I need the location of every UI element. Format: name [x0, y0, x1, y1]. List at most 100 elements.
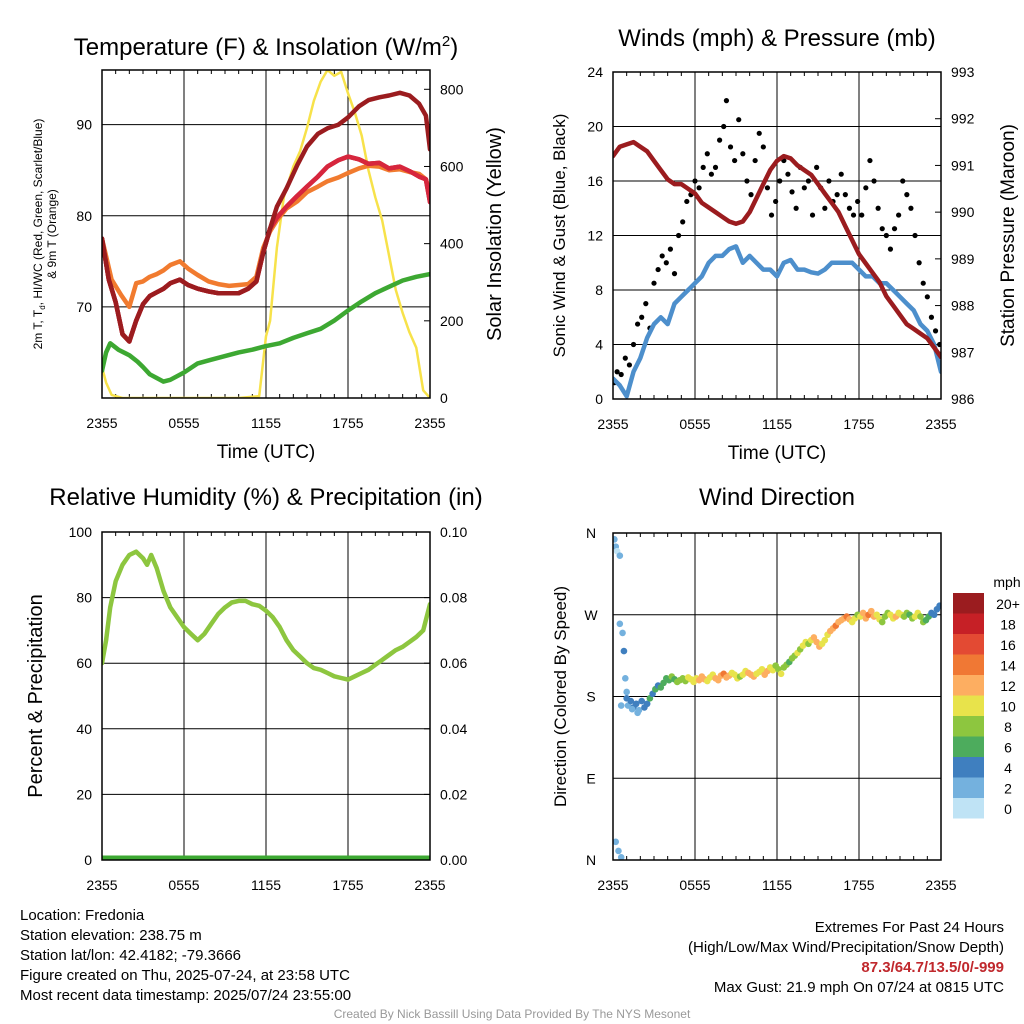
- y2-tick-label: 0.00: [440, 852, 467, 868]
- gust-point: [639, 314, 645, 320]
- direction-point: [936, 602, 941, 609]
- gust-point: [760, 144, 766, 150]
- y2-tick-label: 200: [440, 313, 464, 329]
- y2-tick-label: 0.10: [440, 524, 467, 540]
- y2-tick-label: 992: [951, 111, 975, 127]
- gust-point: [740, 151, 746, 157]
- panel-wind: Winds (mph) & Pressure (mb) 2355 0555 1155 1…: [550, 25, 1019, 464]
- y-tick-label: 0: [84, 852, 92, 868]
- panel-rh: Relative Humidity (%) & Precipitation (i…: [25, 484, 483, 893]
- max-gust-text: Max Gust: 21.9 mph On 07/24 at 0815 UTC: [713, 979, 1004, 996]
- x-axis-label: Time (UTC): [217, 442, 316, 463]
- y-tick-label: W: [584, 607, 598, 623]
- chart-title: Wind Direction: [699, 484, 855, 511]
- y-axis-label: 2m T, Td, HI/WC (Red, Green, Scarlet/Blu…: [31, 119, 47, 350]
- gust-point: [932, 328, 939, 334]
- chart-title: Winds (mph) & Pressure (mb): [618, 25, 935, 52]
- direction-point: [638, 697, 645, 705]
- series-line: [102, 271, 430, 384]
- direction-point: [634, 709, 641, 717]
- y-tick-label: 40: [76, 721, 92, 737]
- series-line: [102, 90, 430, 344]
- gust-point: [801, 185, 807, 191]
- x-tick-label: 2355: [414, 415, 445, 431]
- gust-point: [908, 205, 914, 211]
- legend-label: 16: [1000, 637, 1016, 653]
- series-line: [613, 139, 941, 360]
- gust-point: [805, 178, 812, 184]
- meteogram-figure: Temperature (F) & Insolation (W/m2) 2355 0…: [25, 25, 1021, 893]
- y-tick-label: 8: [595, 282, 603, 298]
- gust-point: [663, 260, 669, 266]
- plot-frame: [612, 71, 942, 400]
- plot-area: [613, 98, 941, 399]
- y2-tick-label: 0: [440, 390, 448, 406]
- station-info: Location: Fredonia Station elevation: 23…: [20, 906, 351, 1006]
- legend-swatch: [953, 675, 984, 696]
- gust-point: [924, 294, 930, 300]
- direction-point: [628, 705, 636, 713]
- y2-tick-label: 400: [440, 236, 464, 252]
- y2-axis-label: Station Pressure (Maroon): [998, 124, 1019, 347]
- gust-point: [777, 178, 783, 184]
- x-tick-label: 1155: [251, 415, 281, 431]
- gust-point: [732, 157, 738, 164]
- created-text: Figure created on Thu, 2025-07-24, at 23…: [20, 967, 350, 984]
- direction-point: [617, 702, 625, 709]
- x-tick-label: 0555: [679, 416, 710, 432]
- x-tick-label: 1755: [332, 415, 363, 431]
- y-tick-label: 0: [595, 391, 603, 407]
- legend-label: 2: [1004, 781, 1012, 797]
- y-axis-label: Sonic Wind & Gust (Blue, Black): [550, 114, 569, 358]
- gust-point: [863, 185, 869, 191]
- plot-frame: [101, 531, 431, 861]
- direction-point: [878, 618, 886, 626]
- legend-label: 10: [1000, 699, 1016, 715]
- gust-point: [659, 253, 665, 259]
- gust-point: [764, 185, 771, 191]
- credit-text: Created By Nick Bassill Using Data Provi…: [333, 1007, 691, 1021]
- series-line: [613, 244, 941, 399]
- gust-point: [712, 164, 719, 170]
- gust-point: [793, 205, 799, 211]
- y2-tick-label: 800: [440, 81, 464, 97]
- x-tick-label: 0555: [679, 877, 710, 893]
- y-tick-label: 90: [76, 117, 92, 133]
- legend-swatch: [953, 736, 984, 757]
- plot-frame: [612, 532, 942, 861]
- gust-point: [871, 178, 877, 184]
- chart-title: Temperature (F) & Insolation (W/m2): [74, 33, 458, 61]
- gust-point: [723, 98, 730, 104]
- legend-swatch: [953, 716, 984, 737]
- y2-tick-label: 0.04: [440, 721, 467, 737]
- location-text: Location: Fredonia: [20, 907, 145, 924]
- legend-swatch: [953, 695, 984, 716]
- gust-point: [867, 157, 873, 164]
- gust-point: [727, 144, 734, 150]
- gust-point: [717, 137, 723, 143]
- x-tick-label: 0555: [168, 877, 199, 893]
- direction-point: [616, 552, 624, 560]
- x-tick-label: 2355: [597, 877, 628, 893]
- y-tick-label: 60: [76, 655, 92, 671]
- series-line: [102, 549, 430, 682]
- x-tick-label: 1755: [843, 416, 874, 432]
- direction-point: [758, 665, 766, 673]
- direction-point: [623, 695, 630, 702]
- gust-point: [920, 280, 926, 286]
- gust-point: [809, 212, 816, 218]
- y-tick-label: 20: [76, 786, 92, 802]
- gust-point: [614, 369, 620, 375]
- y-tick-label: 20: [587, 119, 603, 135]
- x-tick-label: 1155: [251, 877, 281, 893]
- y-axis-label: Percent & Precipitation: [25, 594, 47, 797]
- gust-point: [630, 341, 637, 348]
- gust-point: [692, 178, 698, 184]
- y2-tick-label: 0.02: [440, 786, 467, 802]
- direction-point: [619, 629, 626, 637]
- speed-legend: mph 20+ 18 16 14 12 10 8 6 4 2 0: [953, 574, 1021, 819]
- x-tick-label: 1155: [762, 416, 792, 432]
- gust-point: [671, 271, 678, 277]
- gust-point: [879, 226, 885, 232]
- x-tick-label: 2355: [597, 416, 628, 432]
